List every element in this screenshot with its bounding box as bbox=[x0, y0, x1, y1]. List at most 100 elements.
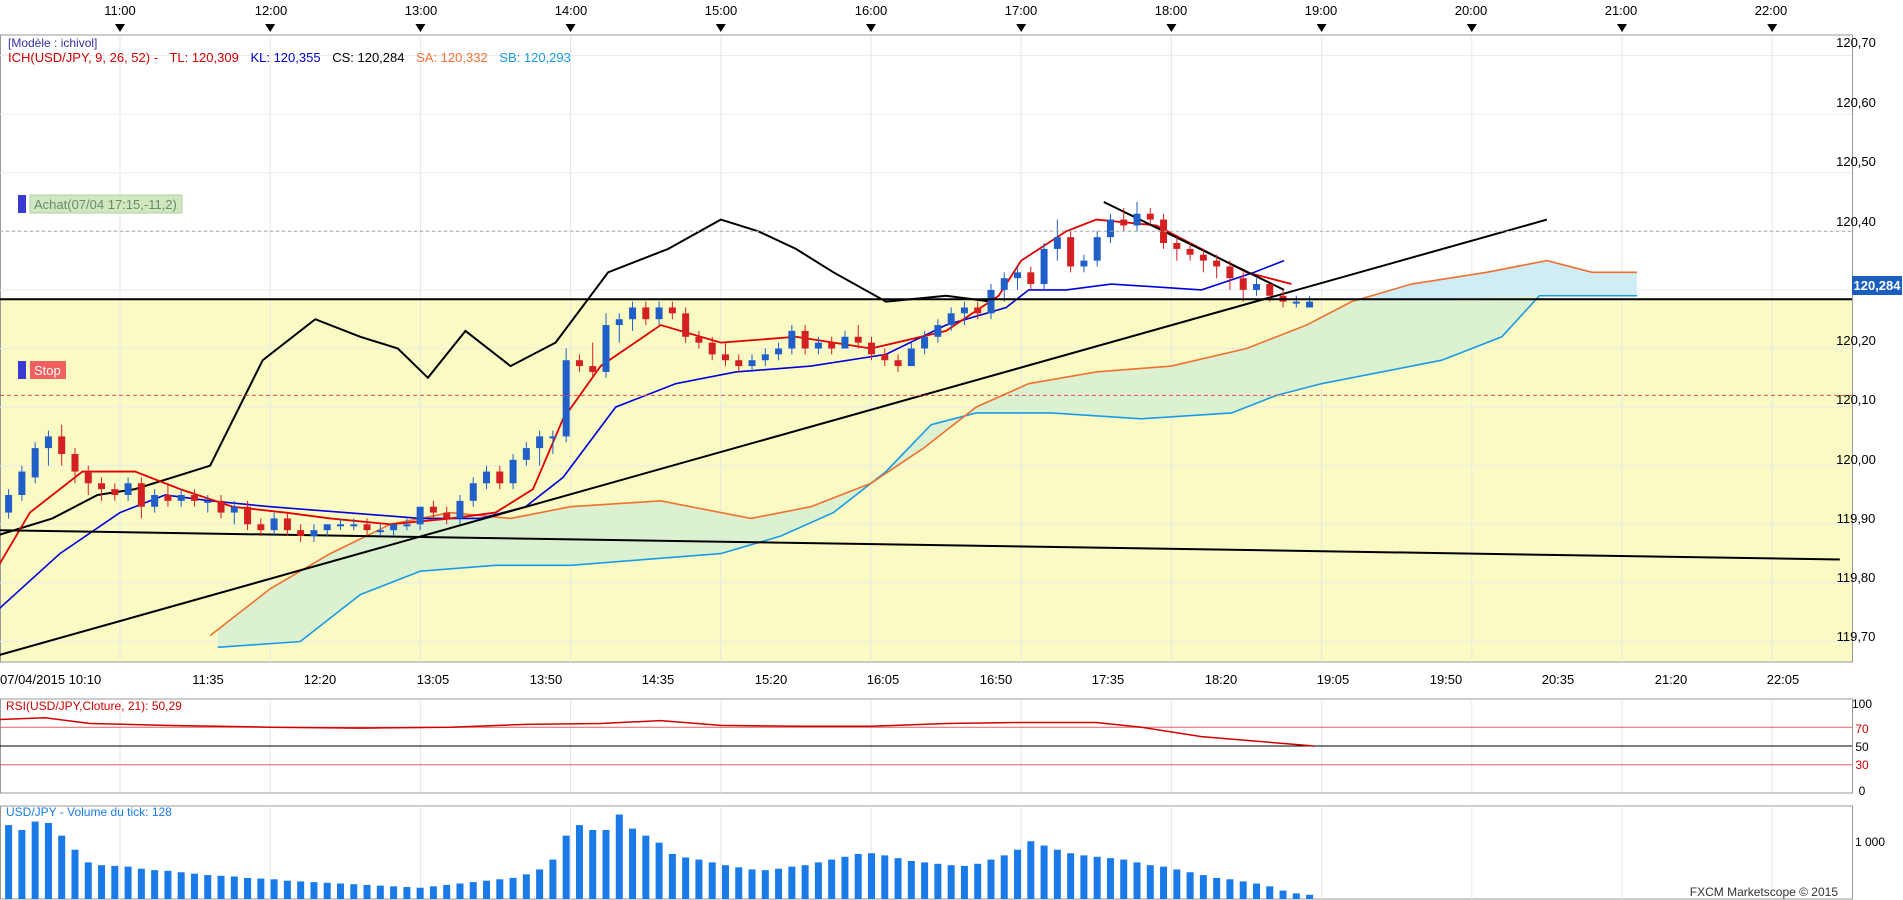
candle-body bbox=[1106, 219, 1114, 238]
volume-bar bbox=[323, 882, 331, 899]
top-axis-marker bbox=[715, 24, 726, 32]
ichimoku-legend: ICH(USD/JPY, 9, 26, 52) - TL: 120,309 KL… bbox=[8, 50, 571, 65]
top-axis-label: 16:00 bbox=[855, 3, 888, 18]
volume-bar bbox=[894, 858, 902, 899]
bottom-axis-label: 19:50 bbox=[1430, 672, 1463, 687]
bottom-axis-label: 11:35 bbox=[192, 672, 224, 687]
candle-body bbox=[1186, 248, 1194, 255]
volume-bar bbox=[1027, 841, 1035, 899]
volume-bar bbox=[443, 884, 451, 899]
candle-body bbox=[629, 307, 637, 320]
top-axis-marker bbox=[415, 24, 426, 32]
volume-bar bbox=[111, 865, 119, 899]
candle-body bbox=[1027, 272, 1035, 285]
candle-body bbox=[854, 336, 862, 343]
candle-body bbox=[429, 506, 437, 513]
candle-body bbox=[283, 518, 291, 531]
volume-bar bbox=[921, 862, 929, 899]
volume-bar bbox=[18, 830, 26, 899]
rsi-tick: 50 bbox=[1855, 740, 1869, 754]
volume-bar bbox=[1080, 855, 1088, 899]
candle-body bbox=[310, 530, 318, 537]
volume-bar bbox=[522, 874, 530, 899]
bottom-axis-label: 12:20 bbox=[304, 672, 337, 687]
price-tick: 119,80 bbox=[1837, 570, 1876, 585]
volume-bar bbox=[841, 856, 849, 899]
volume-bar bbox=[655, 842, 663, 899]
candle-body bbox=[44, 436, 52, 449]
volume-bar bbox=[403, 887, 411, 899]
candle-body bbox=[483, 471, 491, 484]
volume-bar bbox=[58, 835, 66, 899]
volume-bar bbox=[124, 866, 132, 899]
candle-body bbox=[403, 524, 411, 527]
candle-body bbox=[562, 360, 570, 437]
candle-body bbox=[589, 366, 597, 372]
candle-body bbox=[841, 336, 849, 349]
copyright-label: FXCM Marketscope © 2015 bbox=[1690, 885, 1839, 899]
rsi-tick: 30 bbox=[1855, 758, 1869, 772]
volume-bar bbox=[1252, 883, 1260, 899]
volume-bar bbox=[1146, 865, 1154, 899]
price-tick: 119,70 bbox=[1837, 629, 1876, 644]
ichimoku-cloud bbox=[217, 260, 1638, 648]
volume-bar bbox=[1186, 872, 1194, 899]
candle-body bbox=[695, 336, 703, 343]
volume-bar bbox=[1093, 856, 1101, 899]
buy-order-tag[interactable] bbox=[29, 194, 183, 214]
candle-body bbox=[894, 360, 902, 367]
model-label: [Modèle : ichivol] bbox=[8, 36, 97, 50]
candle-body bbox=[575, 360, 583, 367]
trendline bbox=[0, 218, 1548, 656]
volume-bar bbox=[509, 877, 517, 899]
candle-body bbox=[828, 342, 836, 349]
stop-order-tag[interactable] bbox=[30, 361, 66, 379]
candle-body bbox=[496, 471, 504, 484]
candle-body bbox=[5, 494, 13, 513]
ich-label: ICH(USD/JPY, 9, 26, 52) - bbox=[8, 50, 158, 65]
price-tick: 120,40 bbox=[1836, 214, 1876, 229]
candle-body bbox=[655, 307, 663, 320]
chikou-value: CS: 120,284 bbox=[332, 50, 404, 65]
candle-body bbox=[1133, 213, 1141, 226]
candle-body bbox=[921, 336, 929, 349]
volume-bar bbox=[177, 872, 185, 899]
volume-bar bbox=[602, 830, 610, 899]
volume-bar bbox=[84, 862, 92, 899]
volume-bar bbox=[629, 828, 637, 899]
top-axis-label: 15:00 bbox=[705, 3, 738, 18]
candle-body bbox=[1199, 254, 1207, 261]
volume-bar bbox=[788, 866, 796, 899]
volume-bar bbox=[190, 873, 198, 899]
volume-bar bbox=[310, 882, 318, 899]
candle-body bbox=[297, 530, 305, 537]
candle-body bbox=[934, 325, 942, 337]
price-tick: 120,60 bbox=[1836, 95, 1876, 110]
buy-order-marker[interactable] bbox=[18, 195, 26, 213]
candle-body bbox=[1239, 278, 1247, 290]
volume-bar bbox=[1266, 886, 1274, 899]
candle-body bbox=[509, 459, 517, 484]
volume-bar bbox=[1213, 877, 1221, 899]
volume-bar bbox=[668, 853, 676, 899]
stop-order-marker[interactable] bbox=[18, 361, 26, 379]
volume-bar bbox=[283, 880, 291, 899]
candle-body bbox=[124, 483, 132, 495]
volume-bar bbox=[907, 860, 915, 899]
volume-bar bbox=[297, 881, 305, 899]
top-axis-marker bbox=[1466, 24, 1477, 32]
volume-bar bbox=[456, 883, 464, 899]
volume-bar bbox=[695, 859, 703, 899]
top-axis-label: 12:00 bbox=[255, 3, 288, 18]
candle-body bbox=[1067, 237, 1075, 267]
price-tick: 120,00 bbox=[1836, 452, 1876, 467]
rsi-label: RSI(USD/JPY,Cloture, 21): 50,29 bbox=[6, 699, 182, 713]
volume-bar bbox=[350, 884, 358, 899]
volume-bar bbox=[1014, 849, 1022, 899]
candle-body bbox=[761, 354, 769, 361]
volume-bar bbox=[708, 862, 716, 899]
candle-body bbox=[443, 512, 451, 519]
bottom-axis-label: 07/04/2015 10:10 bbox=[0, 672, 101, 687]
candle-body bbox=[257, 524, 265, 531]
volume-bar bbox=[270, 879, 278, 899]
